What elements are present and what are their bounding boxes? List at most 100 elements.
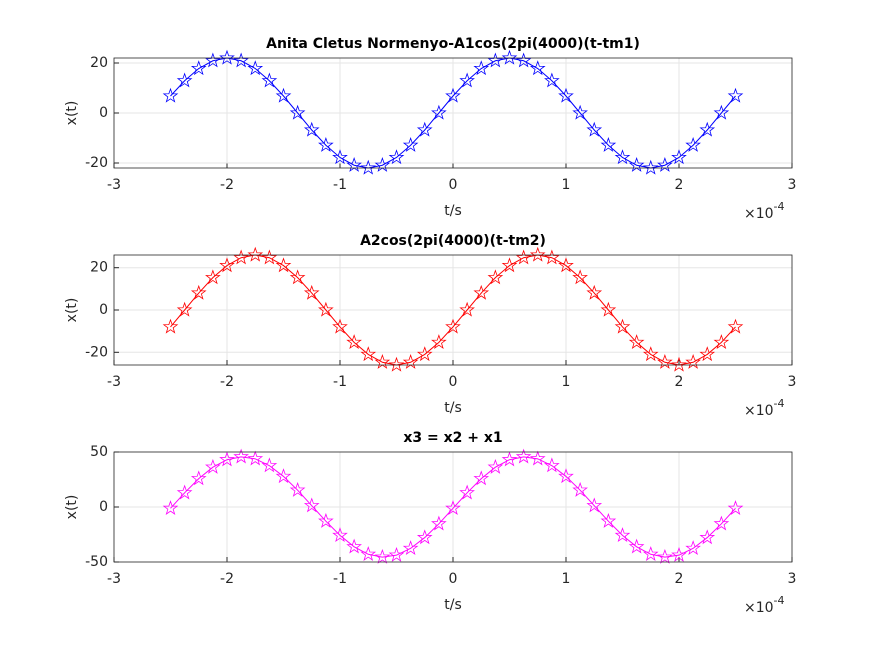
x-exponent-base: ×10 — [744, 206, 774, 222]
data-marker — [332, 318, 348, 334]
data-marker — [600, 301, 617, 317]
data-marker — [727, 87, 744, 103]
data-marker — [374, 548, 391, 564]
data-marker — [388, 546, 405, 562]
data-marker — [515, 448, 532, 464]
data-marker — [501, 451, 518, 467]
data-marker — [699, 121, 716, 137]
data-marker — [388, 149, 405, 165]
x-tick-label: 2 — [675, 571, 684, 587]
data-marker — [261, 457, 278, 473]
data-marker — [657, 548, 673, 564]
x-tick-label: 1 — [562, 374, 571, 390]
data-marker — [544, 249, 560, 265]
data-marker — [360, 546, 377, 561]
data-marker — [572, 269, 588, 285]
x-tick-label: 1 — [562, 177, 571, 193]
data-marker — [459, 72, 475, 88]
data-marker — [515, 52, 532, 68]
data-marker — [205, 269, 221, 285]
data-marker — [614, 149, 631, 165]
data-marker — [190, 60, 207, 76]
x-tick-label: 3 — [788, 571, 797, 587]
x-axis-label: t/s — [444, 400, 462, 416]
x-exponent-base: ×10 — [744, 600, 774, 616]
data-marker — [642, 159, 659, 175]
data-marker — [303, 121, 320, 137]
data-marker — [205, 458, 221, 474]
y-axis-label: x(t) — [64, 101, 80, 126]
data-marker — [416, 346, 433, 362]
data-marker — [544, 457, 560, 473]
data-marker — [501, 257, 518, 273]
data-marker — [275, 468, 292, 484]
y-axis-label: x(t) — [64, 298, 80, 323]
data-marker — [727, 318, 744, 334]
chart-title: Anita Cletus Normenyo-A1cos(2pi(4000)(t-… — [266, 36, 640, 52]
data-marker — [685, 540, 701, 556]
data-marker — [219, 451, 235, 467]
data-marker — [431, 104, 447, 120]
data-marker — [247, 246, 264, 262]
data-marker — [544, 72, 560, 88]
x-tick-label: -3 — [107, 374, 121, 390]
data-marker — [628, 334, 645, 350]
data-marker — [431, 334, 447, 350]
x-tick-label: -1 — [333, 177, 347, 193]
x-exponent-power: -4 — [774, 397, 785, 410]
data-marker — [289, 481, 306, 497]
data-marker — [459, 301, 475, 317]
x-axis-label: t/s — [444, 203, 462, 219]
y-tick-label: 0 — [99, 499, 108, 515]
x-exponent-base: ×10 — [744, 403, 774, 419]
data-marker — [685, 137, 701, 152]
x-tick-label: -2 — [220, 177, 234, 193]
data-marker — [318, 301, 334, 317]
x-tick-label: -3 — [107, 571, 121, 587]
data-marker — [529, 246, 546, 262]
data-marker — [261, 249, 278, 265]
x-tick-label: 3 — [788, 177, 797, 193]
data-marker — [303, 284, 320, 300]
data-marker — [487, 458, 504, 474]
data-marker — [473, 284, 490, 300]
chart-title: A2cos(2pi(4000)(t-tm2) — [360, 233, 546, 249]
data-marker — [515, 249, 532, 265]
data-marker — [176, 301, 193, 317]
data-marker — [572, 481, 588, 497]
axes-box — [113, 451, 793, 563]
data-marker — [275, 87, 292, 103]
data-marker — [247, 450, 264, 466]
y-tick-label: 0 — [99, 105, 108, 121]
y-tick-label: 20 — [90, 260, 108, 276]
data-marker — [501, 49, 518, 65]
data-marker — [487, 269, 504, 285]
data-marker — [572, 104, 588, 120]
data-marker — [219, 49, 235, 65]
data-marker — [303, 497, 320, 513]
data-marker — [628, 538, 645, 554]
data-marker — [346, 334, 362, 350]
x-tick-label: 2 — [675, 177, 684, 193]
data-marker — [671, 149, 687, 165]
x-axis-label: t/s — [444, 597, 462, 613]
data-marker — [346, 538, 362, 554]
data-marker — [360, 159, 377, 175]
data-marker — [332, 527, 348, 543]
data-marker — [558, 468, 574, 484]
data-marker — [289, 269, 306, 285]
data-marker — [445, 87, 461, 103]
data-marker — [318, 512, 334, 528]
data-marker — [586, 121, 603, 137]
data-marker — [233, 52, 249, 68]
data-marker — [162, 500, 179, 515]
x-tick-label: 1 — [562, 571, 571, 587]
data-marker — [261, 72, 278, 88]
data-line — [170, 57, 736, 169]
x-exponent: ×10-4 — [744, 594, 785, 616]
data-marker — [176, 484, 193, 500]
data-marker — [713, 104, 730, 120]
data-marker — [671, 546, 687, 562]
y-tick-label: -50 — [85, 554, 108, 570]
data-marker — [388, 356, 405, 372]
